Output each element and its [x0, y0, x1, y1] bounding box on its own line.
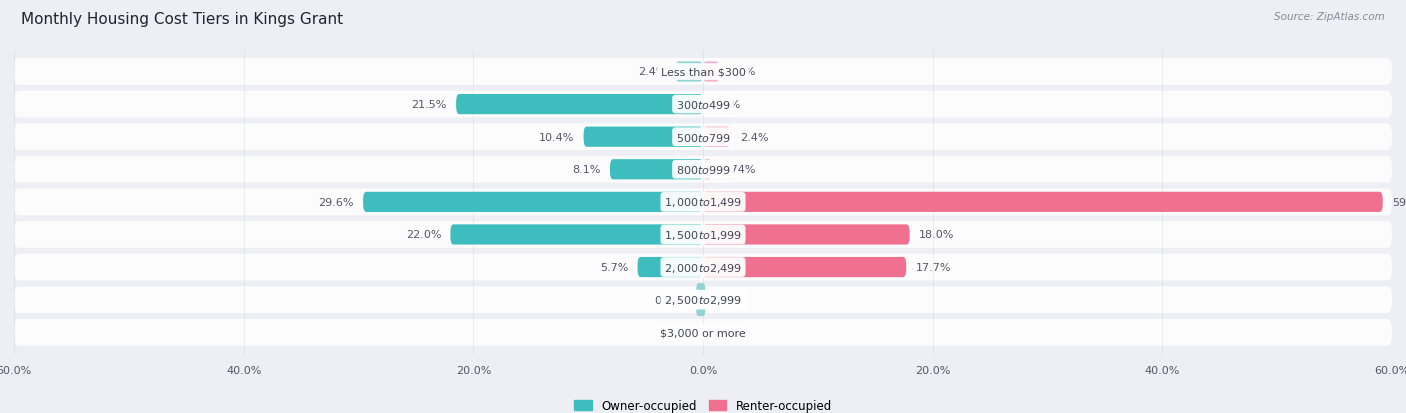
FancyBboxPatch shape [14, 189, 1392, 216]
FancyBboxPatch shape [456, 95, 703, 115]
FancyBboxPatch shape [703, 62, 718, 83]
Text: $500 to $799: $500 to $799 [675, 131, 731, 143]
FancyBboxPatch shape [703, 192, 1382, 212]
Text: 0.74%: 0.74% [721, 165, 756, 175]
Text: 18.0%: 18.0% [920, 230, 955, 240]
Text: 17.7%: 17.7% [915, 262, 950, 273]
Text: 5.7%: 5.7% [600, 262, 628, 273]
Text: 29.6%: 29.6% [318, 197, 354, 207]
Text: Monthly Housing Cost Tiers in Kings Grant: Monthly Housing Cost Tiers in Kings Gran… [21, 12, 343, 27]
FancyBboxPatch shape [14, 287, 1392, 313]
Legend: Owner-occupied, Renter-occupied: Owner-occupied, Renter-occupied [569, 394, 837, 413]
Text: 0.0%: 0.0% [665, 328, 693, 337]
FancyBboxPatch shape [703, 225, 910, 245]
Text: $1,500 to $1,999: $1,500 to $1,999 [664, 228, 742, 241]
Text: 0.0%: 0.0% [713, 328, 741, 337]
FancyBboxPatch shape [703, 160, 711, 180]
Text: $2,500 to $2,999: $2,500 to $2,999 [664, 293, 742, 306]
FancyBboxPatch shape [583, 127, 703, 147]
Text: $1,000 to $1,499: $1,000 to $1,499 [664, 196, 742, 209]
Text: 0.0%: 0.0% [713, 100, 741, 110]
Text: 0.0%: 0.0% [713, 295, 741, 305]
FancyBboxPatch shape [14, 124, 1392, 151]
FancyBboxPatch shape [610, 160, 703, 180]
Text: $300 to $499: $300 to $499 [675, 99, 731, 111]
Text: 22.0%: 22.0% [406, 230, 441, 240]
FancyBboxPatch shape [696, 283, 706, 316]
Text: $2,000 to $2,499: $2,000 to $2,499 [664, 261, 742, 274]
Text: 2.4%: 2.4% [638, 67, 666, 77]
FancyBboxPatch shape [14, 221, 1392, 248]
FancyBboxPatch shape [14, 92, 1392, 118]
Text: 59.2%: 59.2% [1392, 197, 1406, 207]
FancyBboxPatch shape [14, 254, 1392, 281]
Text: Less than $300: Less than $300 [661, 67, 745, 77]
Text: 2.4%: 2.4% [740, 132, 768, 142]
Text: 0.39%: 0.39% [654, 295, 689, 305]
FancyBboxPatch shape [14, 319, 1392, 346]
FancyBboxPatch shape [363, 192, 703, 212]
Text: $800 to $999: $800 to $999 [675, 164, 731, 176]
FancyBboxPatch shape [14, 157, 1392, 183]
FancyBboxPatch shape [675, 62, 703, 83]
Text: 8.1%: 8.1% [572, 165, 600, 175]
Text: 1.4%: 1.4% [728, 67, 756, 77]
Text: $3,000 or more: $3,000 or more [661, 328, 745, 337]
Text: 21.5%: 21.5% [412, 100, 447, 110]
Text: Source: ZipAtlas.com: Source: ZipAtlas.com [1274, 12, 1385, 22]
FancyBboxPatch shape [450, 225, 703, 245]
FancyBboxPatch shape [637, 257, 703, 278]
FancyBboxPatch shape [703, 127, 731, 147]
FancyBboxPatch shape [703, 257, 907, 278]
FancyBboxPatch shape [14, 59, 1392, 85]
Text: 10.4%: 10.4% [538, 132, 575, 142]
